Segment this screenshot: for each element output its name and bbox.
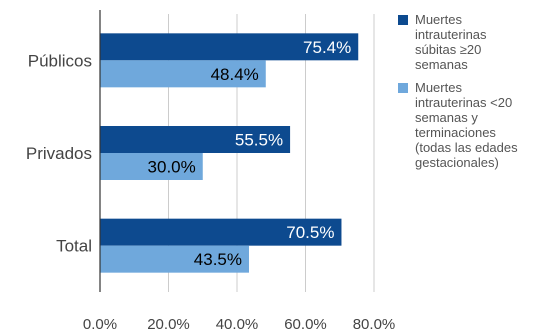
x-tick-label-2: 40.0% (216, 316, 259, 332)
data-label-series-2-2: 43.5% (194, 250, 242, 269)
data-label-series-1-0: 75.4% (303, 38, 351, 57)
legend-swatch-series-1 (398, 15, 408, 25)
legend-swatch-series-2 (398, 83, 408, 93)
category-label-2: Total (56, 237, 92, 256)
legend: Muertes intrauterinas súbitas ≥20 semana… (398, 12, 530, 178)
category-label-1: Privados (26, 144, 92, 163)
bars (100, 33, 359, 273)
x-tick-label-4: 80.0% (353, 316, 396, 332)
x-tick-label-3: 60.0% (284, 316, 327, 332)
axes: 0.0% 20.0% 40.0% 60.0% 80.0% Públicos Privados… (26, 10, 395, 332)
data-label-series-2-0: 48.4% (211, 65, 259, 84)
data-labels: 75.4% 48.4% 55.5% 30.0% 70.5% 43.5% (148, 38, 352, 269)
data-label-series-1-1: 55.5% (235, 131, 283, 150)
x-tick-label-0: 0.0% (83, 316, 117, 332)
legend-label-series-1: Muertes intrauterinas súbitas ≥20 semana… (415, 12, 487, 72)
bar-series-1-2 (100, 218, 342, 246)
legend-item-series-1: Muertes intrauterinas súbitas ≥20 semana… (398, 12, 530, 72)
bar-series-1-0 (100, 33, 359, 61)
x-tick-label-1: 20.0% (147, 316, 190, 332)
bar-series-2-1 (100, 153, 203, 180)
data-label-series-2-1: 30.0% (148, 158, 196, 177)
category-label-0: Públicos (28, 51, 92, 70)
bar-series-2-2 (100, 245, 249, 273)
legend-label-series-2: Muertes intrauterinas <20 semanas y term… (415, 80, 518, 170)
bar-series-2-0 (100, 60, 266, 88)
legend-item-series-2: Muertes intrauterinas <20 semanas y term… (398, 80, 530, 170)
data-label-series-1-2: 70.5% (286, 223, 334, 242)
bar-series-1-1 (100, 126, 291, 153)
